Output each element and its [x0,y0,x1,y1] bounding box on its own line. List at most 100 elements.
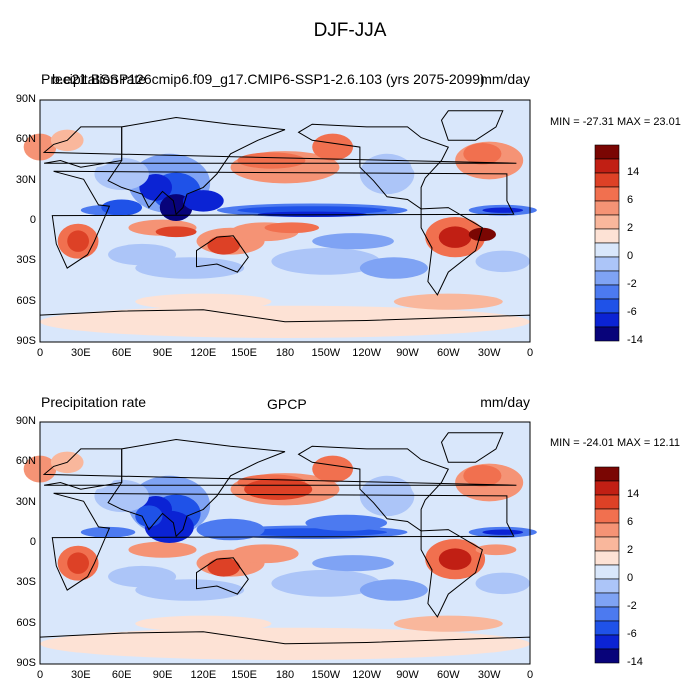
panel-1-map-contour-fill [312,133,354,161]
panel-1-map-frame [39,99,531,343]
panel-1-colorbar-label: 14 [627,166,640,178]
panel-2-map-contour-fill [67,552,89,574]
panel-2-lon-tick-label: 180 [275,669,295,681]
panel-2-lat-tick-label: 60N [15,455,36,468]
panel-2-colorbar-label: -6 [627,628,637,640]
panel-2-lat-tick-label: 0 [29,536,36,548]
panel-1-lat-tick-label: 30N [15,173,36,186]
panel-2-colorbar-label: -14 [627,656,643,668]
panel-1-colorbar-box [594,200,620,216]
panel-1-colorbar-label: 0 [627,250,634,262]
panel-1-colorbar-box [594,158,620,174]
panel-2-lon-tick-label: 0 [36,669,44,681]
panel-1-map-contour-fill [475,250,530,273]
panel-1-lat-tick-label: 90N [15,93,36,105]
panel-1-colorbar-label: 6 [627,194,634,206]
panel-1-map-contour-fill [393,293,503,310]
panel-1-colorbar-box [594,214,620,230]
panel-2-map-coastline-namerica [297,445,450,532]
panel-2-map-contour-fill [475,572,530,595]
panel-1-colorbar-box [594,186,620,202]
panel-1-colorbar-box [594,242,620,258]
panel-2-map-coastline-greenland [440,432,504,463]
panel-2-colorbar-box [594,564,620,580]
panel-2-map-contour-fill [393,615,503,632]
panel-2-colorbar-label: 2 [627,544,634,556]
panel-2-map-coastline-samerica [420,529,483,618]
panel-2-map-contour-fill [244,478,313,500]
panel-2-lat-tick-label: 90N [15,415,36,427]
panel-2-map-frame [39,421,531,665]
panel-1-lon-tick-label: 120E [190,347,217,359]
panel-1-lon-tick-label: 60W [437,347,460,359]
panel-1-colorbar-box [594,256,620,272]
panel-1-colorbar-box [594,172,620,188]
panel-2-map-contour-fill [482,529,524,535]
panel-2-colorbar-label: 6 [627,516,634,528]
panel-1-lon-tick-label: 120W [352,347,382,359]
panel-2-lon-tick-label: 90W [396,669,419,681]
panel-1-minmax: MIN = -27.31 MAX = 23.01 [550,116,681,128]
panel-1-map-coastline-greenland [440,110,504,141]
panel-2-lat-tick-label: 30N [15,495,36,508]
panel-1-colorbar-box [594,298,620,314]
panel-1-map-contour-fill [463,143,502,165]
panel-1-lat-tick-label: 90S [16,335,36,347]
panel-2-lon-tick-label: 60W [437,669,460,681]
panel-1-map [23,99,537,343]
panel-1-map-contour-fill [135,293,272,310]
panel-1-map-contour-fill [257,211,367,217]
panel-1-map-contour-fill [182,190,224,212]
panel-1-map-contour-fill [139,173,173,201]
panel-1-lon-tick-label: 90E [152,347,173,359]
panel-1-map-coastline-namerica [297,123,450,210]
panel-1-lon-tick-label: 90W [396,347,419,359]
panel-2-lon-tick-label: 120W [352,669,382,681]
panel-1-map-contour-fill [101,199,143,216]
panel-2-colorbar [594,466,620,664]
panel-2-colorbar-box [594,606,620,622]
panel-2-lon-tick-label: 90E [152,669,173,681]
panel-1-map-contour-fill [482,207,524,213]
panel-2-map-contour-fill [196,518,265,541]
panel-2-colorbar-box [594,550,620,566]
panel-1-map-contour-fill [155,226,197,238]
panel-1-colorbar-box [594,270,620,286]
panel-2-map [23,421,537,665]
panel-2-lat-tick-label: 60S [16,616,36,629]
panel-1-map-contour-fill [207,235,241,255]
panel-1-colorbar-box [594,284,620,300]
panel-1-colorbar-label: -6 [627,306,637,318]
panel-2-lon-tick-label: 150W [311,669,341,681]
panel-2-colorbar-box [594,634,620,650]
panel-1-map-coastline-africa [51,170,515,269]
panel-2-map-contour-fill [128,541,197,558]
panel-1-colorbar-box [594,144,620,160]
figure-title: DJF-JJA [313,20,387,41]
panel-1-colorbar-box [594,228,620,244]
panel-2-map-contour-fill [475,544,517,556]
panel-1-map-contour-fill [108,243,177,266]
panel-2-map-contour-fill [135,615,272,632]
panel-1-map-coastline-asia [107,116,286,216]
panel-2-map-coastline-asia [107,438,286,538]
panel-2-map-contour-fill [108,565,177,588]
panel-1-lat-tick-label: 0 [29,214,36,226]
panel-2-lat-tick-label: 30S [16,576,36,589]
panel-2-lon-tick-label: 30W [477,669,501,681]
panel-2-lon-tick-label: 150E [231,669,257,681]
panel-1-map-coastline-samerica [420,207,483,296]
panel-1-case-label: b.e21.BSSP126cmip6.f09_g17.CMIP6-SSP1-2.… [52,71,485,87]
panel-2-map-contour-fill [207,557,241,577]
panel-2-variable-label: Precipitation rate [41,394,147,410]
panel-1-lon-tick-label: 30W [477,347,501,359]
panel-1-map-contour-fill [237,152,306,169]
panel-2-lat-tick-label: 90S [16,657,36,669]
panel-1-colorbar-label: -14 [627,334,643,346]
panel-2-lon-tick-label: 60E [111,669,132,681]
panel-2-colorbar-box [594,508,620,524]
panel-1-lon-tick-label: 60E [111,347,132,359]
panel-1-map-contour-fill [271,247,381,275]
panel-2-lon-tick-label: 120E [190,669,217,681]
panel-2-case-label: GPCP [267,396,307,412]
